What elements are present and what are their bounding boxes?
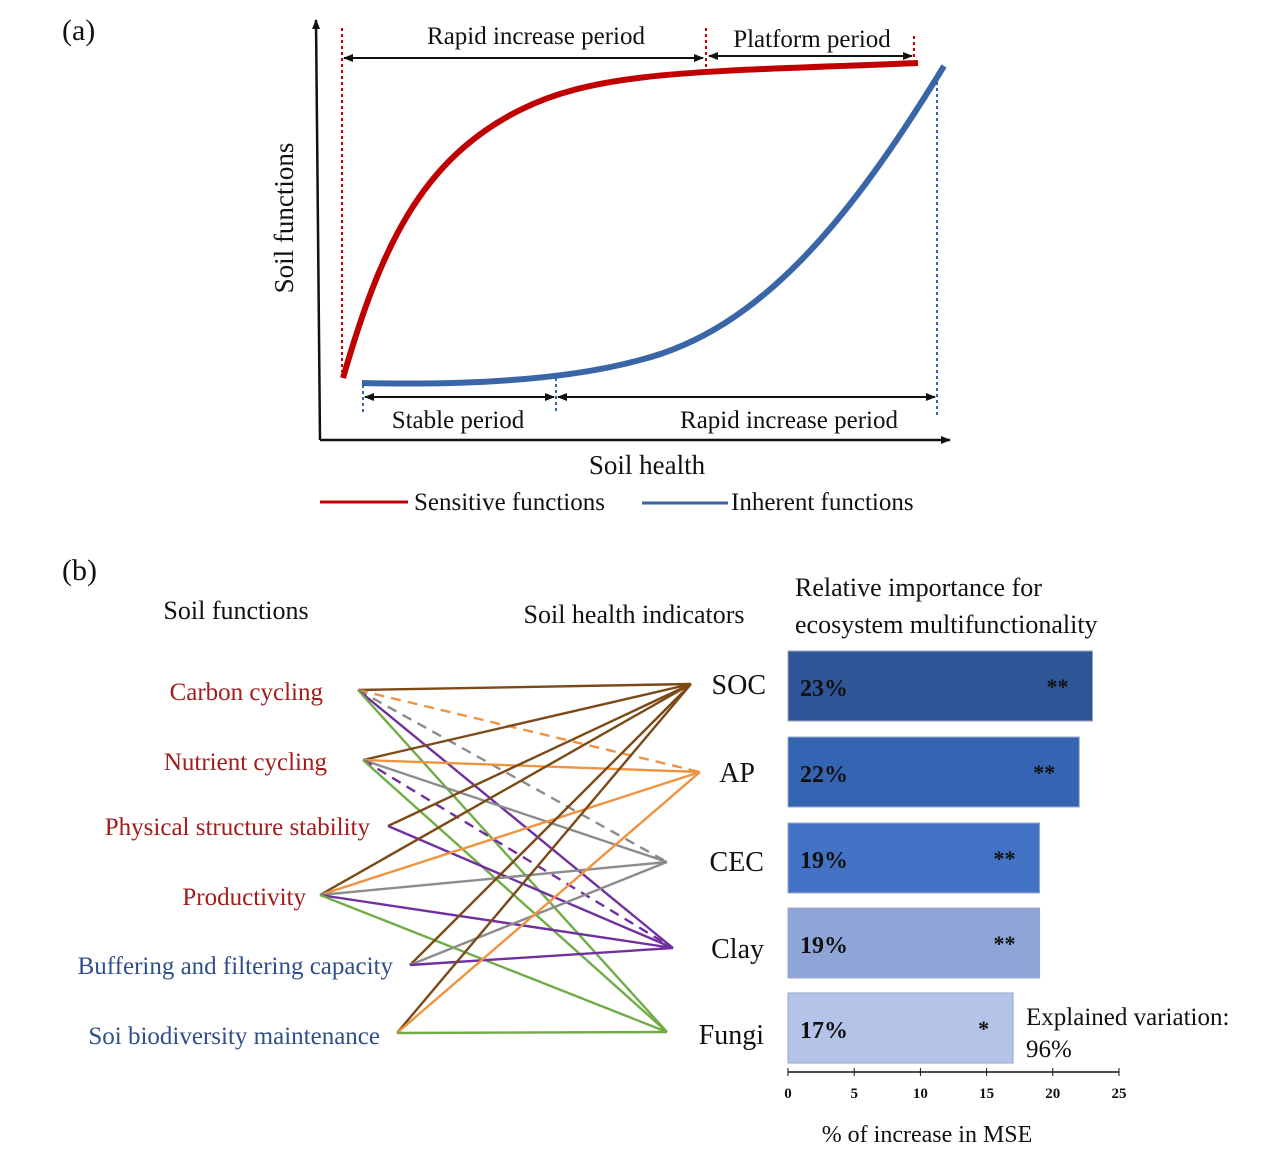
bar-value-label: 19% — [800, 933, 848, 959]
tick-label: 10 — [913, 1086, 928, 1102]
function-label: Soi biodiversity maintenance — [88, 1023, 380, 1050]
tick-group: 0 5 10 15 20 25 — [784, 1068, 1127, 1102]
panel-b-label: (b) — [62, 554, 97, 587]
link-2-clay — [387, 824, 674, 950]
link-1-fungi — [362, 759, 668, 1033]
indicator-label: CEC — [710, 847, 764, 878]
link-0-clay — [357, 689, 674, 949]
period-label: Platform period — [733, 26, 891, 53]
significance-mark: ** — [1047, 674, 1069, 699]
bar-value-label: 19% — [800, 848, 848, 874]
period-label: Stable period — [392, 407, 525, 434]
bar-cec — [787, 822, 1041, 894]
function-label: Physical structure stability — [105, 814, 371, 841]
link-1-soc — [362, 682, 692, 762]
link-5-fungi — [396, 1030, 668, 1035]
indicators-header: Soil health indicators — [524, 600, 745, 629]
inherent-functions-curve — [361, 64, 947, 387]
link-3-ap — [319, 770, 701, 897]
link-4-soc — [409, 683, 692, 966]
functions-header: Soil functions — [163, 596, 308, 625]
indicator-label: AP — [719, 758, 755, 789]
bar-fungi — [787, 992, 1014, 1064]
importance-header-line1: Relative importance for — [795, 573, 1042, 602]
bar-chart: 23% ** 22% ** 19% ** 19% ** 17% * — [787, 650, 1094, 1064]
period-label: Rapid increase period — [680, 407, 898, 434]
function-label: Buffering and filtering capacity — [78, 953, 394, 980]
period-label: Rapid increase period — [427, 23, 645, 50]
y-axis-label: Soil functions — [269, 143, 299, 294]
link-4-clay — [409, 946, 674, 967]
bar-x-axis-label: % of increase in MSE — [822, 1122, 1033, 1148]
indicator-label: Clay — [711, 934, 764, 965]
significance-mark: ** — [994, 846, 1016, 871]
legend-label-inherent: Inherent functions — [731, 489, 914, 516]
x-axis-label: Soil health — [589, 450, 706, 480]
bar-value-label: 23% — [800, 676, 848, 702]
bar-soc — [787, 650, 1094, 722]
legend-label-sensitive: Sensitive functions — [414, 489, 605, 516]
indicator-label: SOC — [712, 670, 766, 701]
importance-header-line2: ecosystem multifunctionality — [795, 610, 1098, 639]
link-0-cec — [357, 688, 668, 864]
tick-label: 15 — [979, 1086, 994, 1102]
link-1-ap — [362, 758, 701, 774]
indicator-label: Fungi — [699, 1020, 765, 1051]
explained-variation-value: 96% — [1026, 1036, 1072, 1063]
significance-mark: ** — [994, 931, 1016, 956]
link-3-soc — [319, 682, 692, 897]
explained-variation-label: Explained variation: — [1026, 1004, 1229, 1031]
bar-clay — [787, 907, 1041, 979]
link-3-fungi — [319, 893, 668, 1034]
sensitive-functions-curve — [340, 60, 919, 379]
y-axis — [312, 19, 322, 441]
link-5-soc — [396, 683, 692, 1034]
significance-mark: * — [978, 1016, 989, 1041]
tick-label: 0 — [784, 1086, 792, 1102]
significance-mark: ** — [1033, 760, 1055, 785]
links-group — [319, 682, 701, 1035]
link-0-soc — [357, 682, 692, 692]
tick-label: 25 — [1112, 1086, 1127, 1102]
tick-label: 5 — [850, 1086, 858, 1102]
function-label: Productivity — [182, 884, 306, 911]
tick-label: 20 — [1045, 1086, 1060, 1102]
bar-ap — [787, 736, 1080, 808]
link-1-clay — [362, 758, 674, 950]
link-0-ap — [357, 688, 701, 774]
link-2-soc — [387, 682, 692, 828]
bar-value-label: 17% — [800, 1018, 848, 1044]
function-label: Carbon cycling — [170, 679, 324, 706]
panel-a-label: (a) — [62, 14, 95, 47]
function-label: Nutrient cycling — [164, 749, 328, 776]
link-3-clay — [319, 893, 674, 950]
link-4-cec — [409, 860, 668, 967]
link-3-cec — [319, 860, 668, 897]
bar-value-label: 22% — [800, 762, 848, 788]
link-5-ap — [396, 771, 701, 1034]
link-1-cec — [362, 758, 668, 864]
